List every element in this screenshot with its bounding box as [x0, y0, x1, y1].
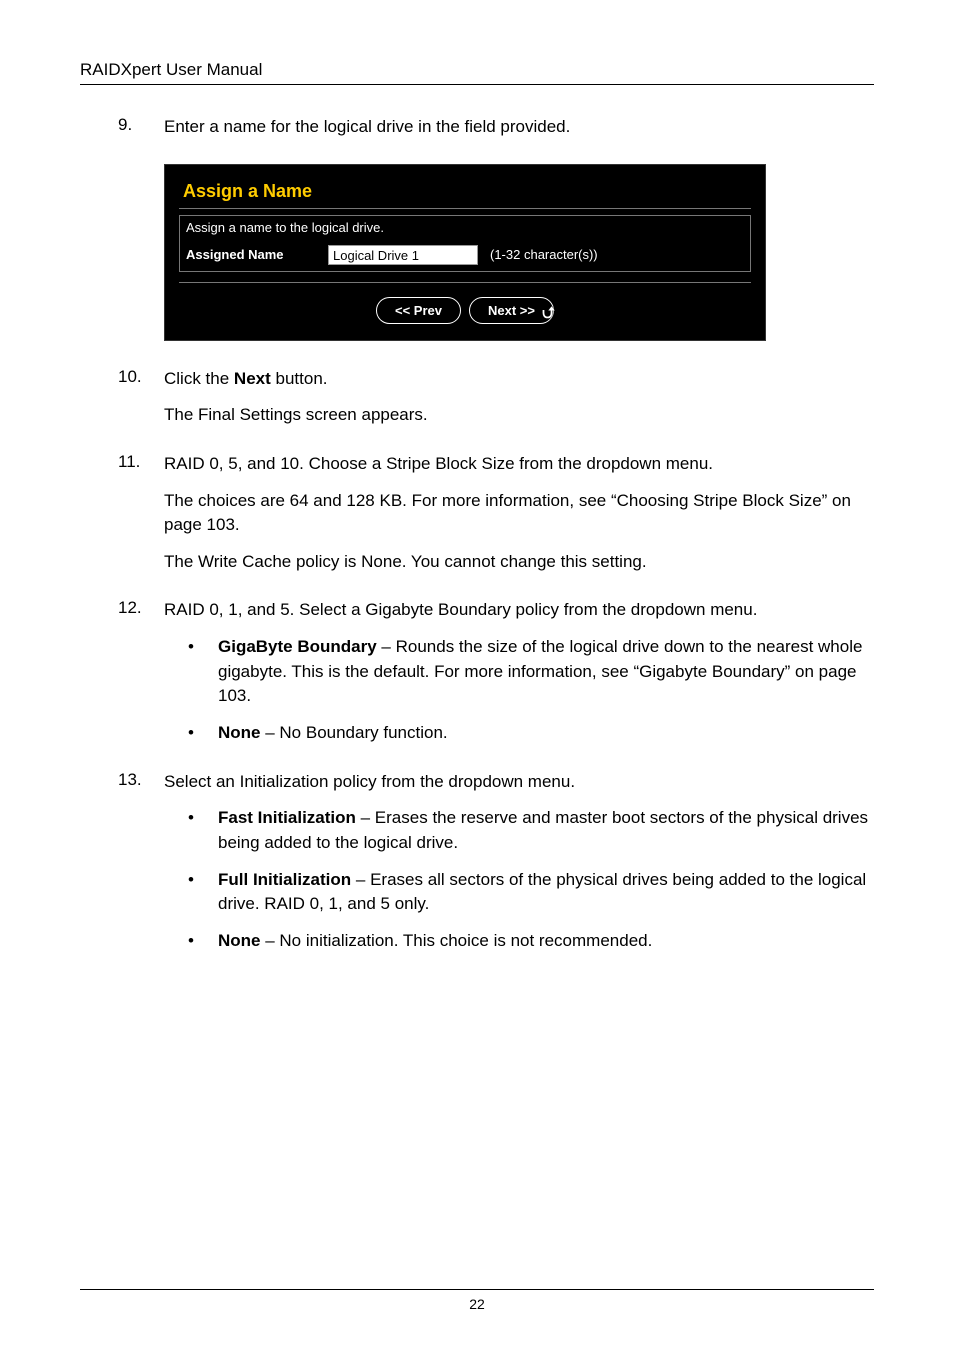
bullet-dot-icon: •: [188, 721, 218, 746]
bullet-item: • None – No initialization. This choice …: [164, 929, 874, 954]
panel-title: Assign a Name: [183, 181, 751, 202]
page-number: 22: [80, 1296, 874, 1312]
bullet-text: GigaByte Boundary – Rounds the size of t…: [218, 635, 874, 709]
text-bold: None: [218, 931, 261, 950]
bullet-dot-icon: •: [188, 635, 218, 709]
step-10: 10. Click the Next button. The Final Set…: [118, 367, 874, 440]
page-footer: 22: [80, 1289, 874, 1312]
text-bold: GigaByte Boundary: [218, 637, 377, 656]
text-frag: Click the: [164, 369, 234, 388]
step-text: Enter a name for the logical drive in th…: [164, 115, 874, 140]
footer-rule: [80, 1289, 874, 1290]
document-header: RAIDXpert User Manual: [80, 60, 874, 80]
panel-section-label: Assign a name to the logical drive.: [179, 215, 751, 239]
bullet-item: • None – No Boundary function.: [164, 721, 874, 746]
step-13: 13. Select an Initialization policy from…: [118, 770, 874, 966]
next-button[interactable]: Next >> ⮍: [469, 297, 554, 324]
step-number: 10.: [118, 367, 164, 440]
bullet-item: • Full Initialization – Erases all secto…: [164, 868, 874, 917]
text-frag: – No Boundary function.: [261, 723, 448, 742]
step-number: 12.: [118, 598, 164, 757]
bullet-item: • Fast Initialization – Erases the reser…: [164, 806, 874, 855]
text-frag: button.: [271, 369, 328, 388]
text-bold: Full Initialization: [218, 870, 351, 889]
assigned-name-hint: (1-32 character(s)): [490, 247, 598, 262]
step-9: 9. Enter a name for the logical drive in…: [118, 115, 874, 152]
header-rule: [80, 84, 874, 85]
step-number: 13.: [118, 770, 164, 966]
panel-buttons: << Prev Next >> ⮍: [179, 297, 751, 324]
bullet-text: None – No initialization. This choice is…: [218, 929, 874, 954]
assigned-name-input[interactable]: Logical Drive 1: [328, 245, 478, 265]
bullet-item: • GigaByte Boundary – Rounds the size of…: [164, 635, 874, 709]
panel-rule: [179, 208, 751, 209]
cursor-icon: ⮍: [542, 302, 555, 329]
step-text: The choices are 64 and 128 KB. For more …: [164, 489, 874, 538]
bullet-text: Fast Initialization – Erases the reserve…: [218, 806, 874, 855]
assign-name-panel: Assign a Name Assign a name to the logic…: [164, 164, 766, 341]
step-11: 11. RAID 0, 5, and 10. Choose a Stripe B…: [118, 452, 874, 587]
bullet-dot-icon: •: [188, 929, 218, 954]
text-bold: Fast Initialization: [218, 808, 356, 827]
bullet-dot-icon: •: [188, 806, 218, 855]
step-number: 9.: [118, 115, 164, 152]
step-text: RAID 0, 1, and 5. Select a Gigabyte Boun…: [164, 598, 874, 623]
text-frag: – No initialization. This choice is not …: [261, 931, 653, 950]
step-text: Select an Initialization policy from the…: [164, 770, 874, 795]
prev-button[interactable]: << Prev: [376, 297, 461, 324]
step-text: The Final Settings screen appears.: [164, 403, 874, 428]
text-bold: Next: [234, 369, 271, 388]
step-text: The Write Cache policy is None. You cann…: [164, 550, 874, 575]
assigned-name-row: Assigned Name Logical Drive 1 (1-32 char…: [179, 239, 751, 272]
bullet-text: Full Initialization – Erases all sectors…: [218, 868, 874, 917]
step-number: 11.: [118, 452, 164, 587]
step-text: Click the Next button.: [164, 367, 874, 392]
assigned-name-label: Assigned Name: [186, 247, 316, 262]
next-button-label: Next >>: [488, 303, 535, 318]
main-content: 9. Enter a name for the logical drive in…: [118, 115, 874, 966]
step-text: RAID 0, 5, and 10. Choose a Stripe Block…: [164, 452, 874, 477]
bullet-dot-icon: •: [188, 868, 218, 917]
step-12: 12. RAID 0, 1, and 5. Select a Gigabyte …: [118, 598, 874, 757]
text-bold: None: [218, 723, 261, 742]
panel-rule-2: [179, 282, 751, 283]
bullet-text: None – No Boundary function.: [218, 721, 874, 746]
